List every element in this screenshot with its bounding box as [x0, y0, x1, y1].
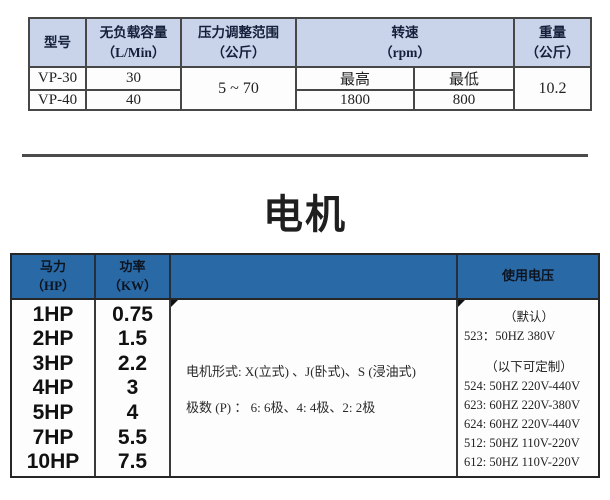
cell-corner-marker — [171, 300, 178, 307]
col-header-description — [171, 255, 458, 298]
hp-value: 3HP — [32, 351, 74, 375]
col-header-power-line2: （KW） — [107, 277, 158, 293]
hp-value: 7HP — [32, 425, 74, 449]
kw-value: 1.5 — [117, 327, 148, 351]
hp-value: 1HP — [32, 302, 74, 326]
voltage-option: 612: 50HZ 110V-220V — [464, 455, 580, 469]
hp-value: 5HP — [32, 401, 74, 425]
power-column: 0.75 1.5 2.2 3 4 5.5 7.5 — [96, 300, 171, 476]
page-title: 电机 — [263, 193, 347, 237]
col-header-weight: 重量 （公斤） — [513, 17, 592, 68]
pressure-range-cell: 5 ~ 70 — [180, 66, 297, 111]
col-header-speed-line1: 转速 — [391, 24, 419, 40]
kw-value: 7.5 — [117, 450, 148, 474]
speed-min-value-cell: 800 — [413, 89, 515, 111]
pump-spec-table: 型号 无负载容量 （L/Min） 压力调整范围 （公斤） 转速 （rpm） 重量… — [28, 17, 592, 111]
col-header-capacity-line1: 无负载容量 — [99, 24, 168, 40]
col-header-model: 型号 — [28, 17, 87, 68]
col-header-pressure-line2: （公斤） — [211, 44, 266, 60]
capacity-cell: 40 — [85, 89, 182, 111]
col-header-speed-line2: （rpm） — [379, 44, 431, 60]
capacity-cell: 30 — [85, 66, 182, 91]
weight-cell: 10.2 — [513, 66, 592, 111]
col-header-horsepower-line2: （HP） — [30, 277, 76, 293]
voltage-option: 624: 60HZ 220V-440V — [464, 417, 581, 431]
motor-description-cell: 电机形式: X(立式) 、J(卧式)、S (浸油式) 极数 (P) ： 6: 6… — [171, 300, 458, 476]
hp-value: 2HP — [32, 327, 74, 351]
pump-table-header-row: 型号 无负载容量 （L/Min） 压力调整范围 （公斤） 转速 （rpm） 重量… — [28, 17, 592, 68]
speed-max-label-cell: 最高 — [295, 66, 415, 91]
hp-value: 10HP — [26, 450, 80, 474]
col-header-voltage: 使用电压 — [458, 255, 598, 298]
hp-value: 4HP — [32, 376, 74, 400]
col-header-weight-line1: 重量 — [539, 24, 566, 40]
motor-spec-table: 马力 （HP） 功率 （KW） 使用电压 1HP 2HP 3HP 4HP 5HP… — [10, 253, 600, 478]
kw-value: 3 — [126, 376, 139, 400]
col-header-model-label: 型号 — [44, 34, 71, 50]
col-header-capacity: 无负载容量 （L/Min） — [85, 17, 182, 68]
kw-value: 2.2 — [117, 351, 148, 375]
voltage-option: 512: 50HZ 110V-220V — [464, 436, 580, 450]
col-header-power: 功率 （KW） — [96, 255, 171, 298]
voltage-default-label: （默认） — [503, 310, 554, 324]
kw-value: 0.75 — [112, 302, 153, 326]
horsepower-column: 1HP 2HP 3HP 4HP 5HP 7HP 10HP — [12, 300, 96, 476]
voltage-default-value: 523：50HZ 380V — [464, 329, 556, 343]
cell-corner-marker — [458, 300, 465, 307]
voltage-custom-label: （以下可定制） — [485, 360, 573, 374]
voltage-option: 623: 60HZ 220V-380V — [464, 398, 581, 412]
kw-value: 5.5 — [117, 425, 148, 449]
col-header-power-line1: 功率 — [119, 258, 146, 274]
col-header-capacity-line2: （L/Min） — [101, 44, 166, 60]
col-header-speed: 转速 （rpm） — [295, 17, 515, 68]
col-header-pressure-line1: 压力调整范围 — [198, 24, 279, 40]
pump-table-row-vp30: VP-30 30 5 ~ 70 最高 最低 10.2 — [28, 66, 592, 111]
model-cell: VP-40 — [28, 89, 87, 111]
speed-min-label-cell: 最低 — [413, 66, 515, 91]
col-header-horsepower-line1: 马力 — [39, 258, 66, 274]
section-divider — [22, 154, 588, 157]
motor-table-header-row: 马力 （HP） 功率 （KW） 使用电压 — [12, 255, 598, 298]
motor-table-body: 1HP 2HP 3HP 4HP 5HP 7HP 10HP 0.75 1.5 2.… — [12, 298, 598, 476]
col-header-weight-line2: （公斤） — [525, 44, 580, 60]
voltage-info-cell: （默认） 523：50HZ 380V （以下可定制） 524: 50HZ 220… — [458, 300, 598, 476]
col-header-voltage-label: 使用电压 — [501, 268, 554, 284]
model-cell: VP-30 — [28, 66, 87, 91]
motor-poles-line: 极数 (P) ： 6: 6极、4: 4极、2: 2极 — [186, 399, 376, 415]
speed-max-value-cell: 1800 — [295, 89, 415, 111]
voltage-option: 524: 50HZ 220V-440V — [464, 379, 581, 393]
pump-table-row-vp40: VP-40 40 1800 800 — [28, 89, 591, 111]
col-header-pressure: 压力调整范围 （公斤） — [180, 17, 297, 68]
col-header-horsepower: 马力 （HP） — [12, 255, 96, 298]
motor-form-line: 电机形式: X(立式) 、J(卧式)、S (浸油式) — [186, 363, 417, 379]
kw-value: 4 — [126, 401, 139, 425]
